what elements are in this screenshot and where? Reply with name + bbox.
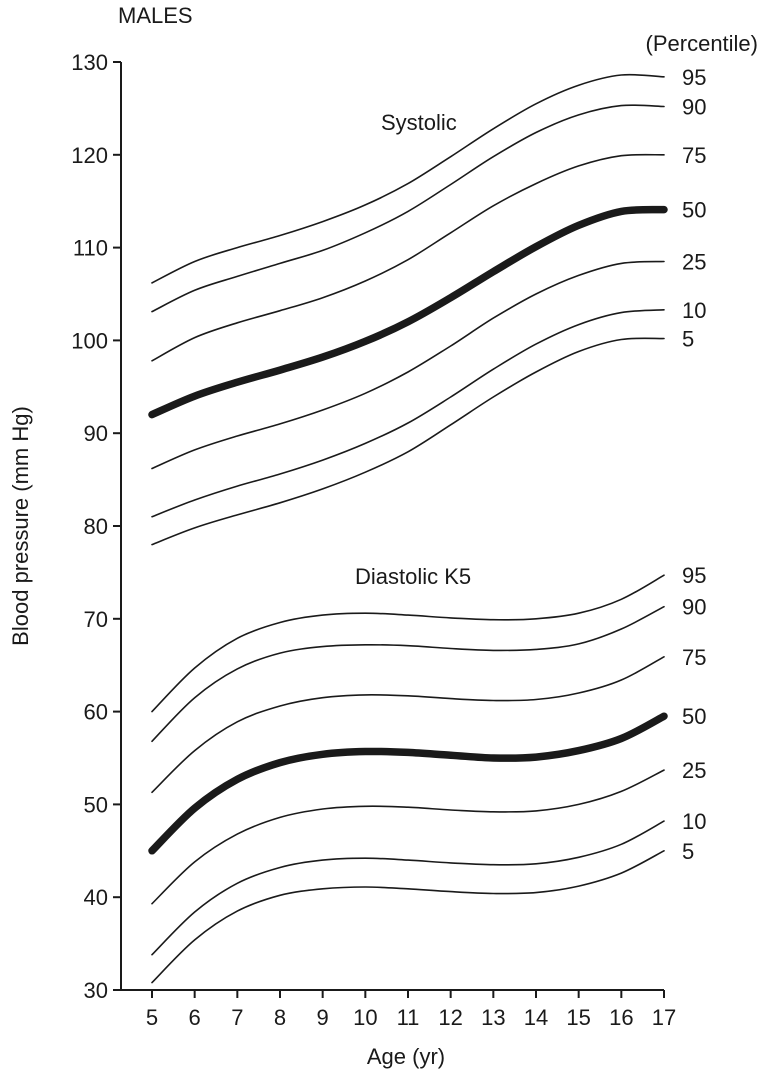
y-axis-title: Blood pressure (mm Hg) (8, 406, 33, 646)
diastolic-p5-label: 5 (682, 839, 694, 864)
x-axis-title: Age (yr) (367, 1044, 445, 1069)
diastolic-p75-line (151, 656, 665, 794)
diastolic-p50-line (148, 712, 668, 855)
x-tick-label: 15 (566, 1005, 590, 1030)
axes: 30 40 50 60 70 80 90 100 110 120 130 5 6 7 8 9 10 11 12 13 1… (71, 50, 676, 1030)
x-tick-label: 12 (438, 1005, 462, 1030)
y-tick-label: 60 (84, 700, 108, 725)
systolic-p75-label: 75 (682, 143, 706, 168)
y-tick-label: 30 (84, 978, 108, 1003)
diastolic-p75-label: 75 (682, 645, 706, 670)
y-tick-label: 80 (84, 514, 108, 539)
systolic-p90-line (151, 104, 665, 313)
systolic-p10-line (151, 309, 665, 518)
systolic-p50-line (148, 205, 668, 419)
systolic-p10-label: 10 (682, 298, 706, 323)
x-tick-label: 13 (481, 1005, 505, 1030)
y-tick-label: 70 (84, 607, 108, 632)
y-tick-label: 90 (84, 421, 108, 446)
systolic-p90-label: 90 (682, 95, 706, 120)
y-tick-label: 120 (71, 143, 108, 168)
chart-title: MALES (118, 3, 193, 28)
diastolic-p10-label: 10 (682, 809, 706, 834)
systolic-p95-label: 95 (682, 65, 706, 90)
x-tick-label: 6 (189, 1005, 201, 1030)
systolic-p5-label: 5 (682, 327, 694, 352)
diastolic-p10-line (151, 820, 665, 956)
diastolic-label: Diastolic K5 (355, 564, 471, 589)
percentile-labels: 95 90 75 50 25 10 5 95 90 75 50 25 10 5 (682, 65, 706, 864)
x-tick-label: 14 (524, 1005, 548, 1030)
diastolic-p95-label: 95 (682, 563, 706, 588)
systolic-p95-line (151, 73, 665, 284)
y-tick-label: 110 (73, 236, 108, 261)
percentile-curves (148, 73, 668, 984)
y-tick-label: 130 (71, 50, 108, 75)
x-tick-label: 16 (609, 1005, 633, 1030)
y-tick-label: 50 (84, 792, 108, 817)
x-tick-label: 17 (652, 1005, 676, 1030)
diastolic-p90-label: 90 (682, 595, 706, 620)
systolic-p75-line (151, 153, 665, 362)
diastolic-p25-label: 25 (682, 758, 706, 783)
systolic-p25-line (151, 260, 665, 470)
systolic-p25-label: 25 (682, 250, 706, 275)
y-tick-label: 40 (84, 885, 108, 910)
diastolic-p5-line (151, 850, 665, 984)
systolic-p50-label: 50 (682, 198, 706, 223)
x-tick-label: 11 (397, 1005, 420, 1030)
x-tick-label: 8 (274, 1005, 286, 1030)
legend-title: (Percentile) (646, 31, 758, 56)
y-tick-label: 100 (71, 328, 108, 353)
diastolic-p25-line (151, 769, 665, 905)
x-tick-label: 7 (231, 1005, 243, 1030)
systolic-p5-line (151, 337, 665, 546)
x-tick-label: 10 (353, 1005, 377, 1030)
systolic-label: Systolic (381, 110, 457, 135)
diastolic-p50-label: 50 (682, 704, 706, 729)
x-tick-label: 5 (146, 1005, 158, 1030)
x-tick-label: 9 (317, 1005, 329, 1030)
diastolic-p95-line (151, 574, 665, 713)
diastolic-p90-line (151, 605, 665, 743)
